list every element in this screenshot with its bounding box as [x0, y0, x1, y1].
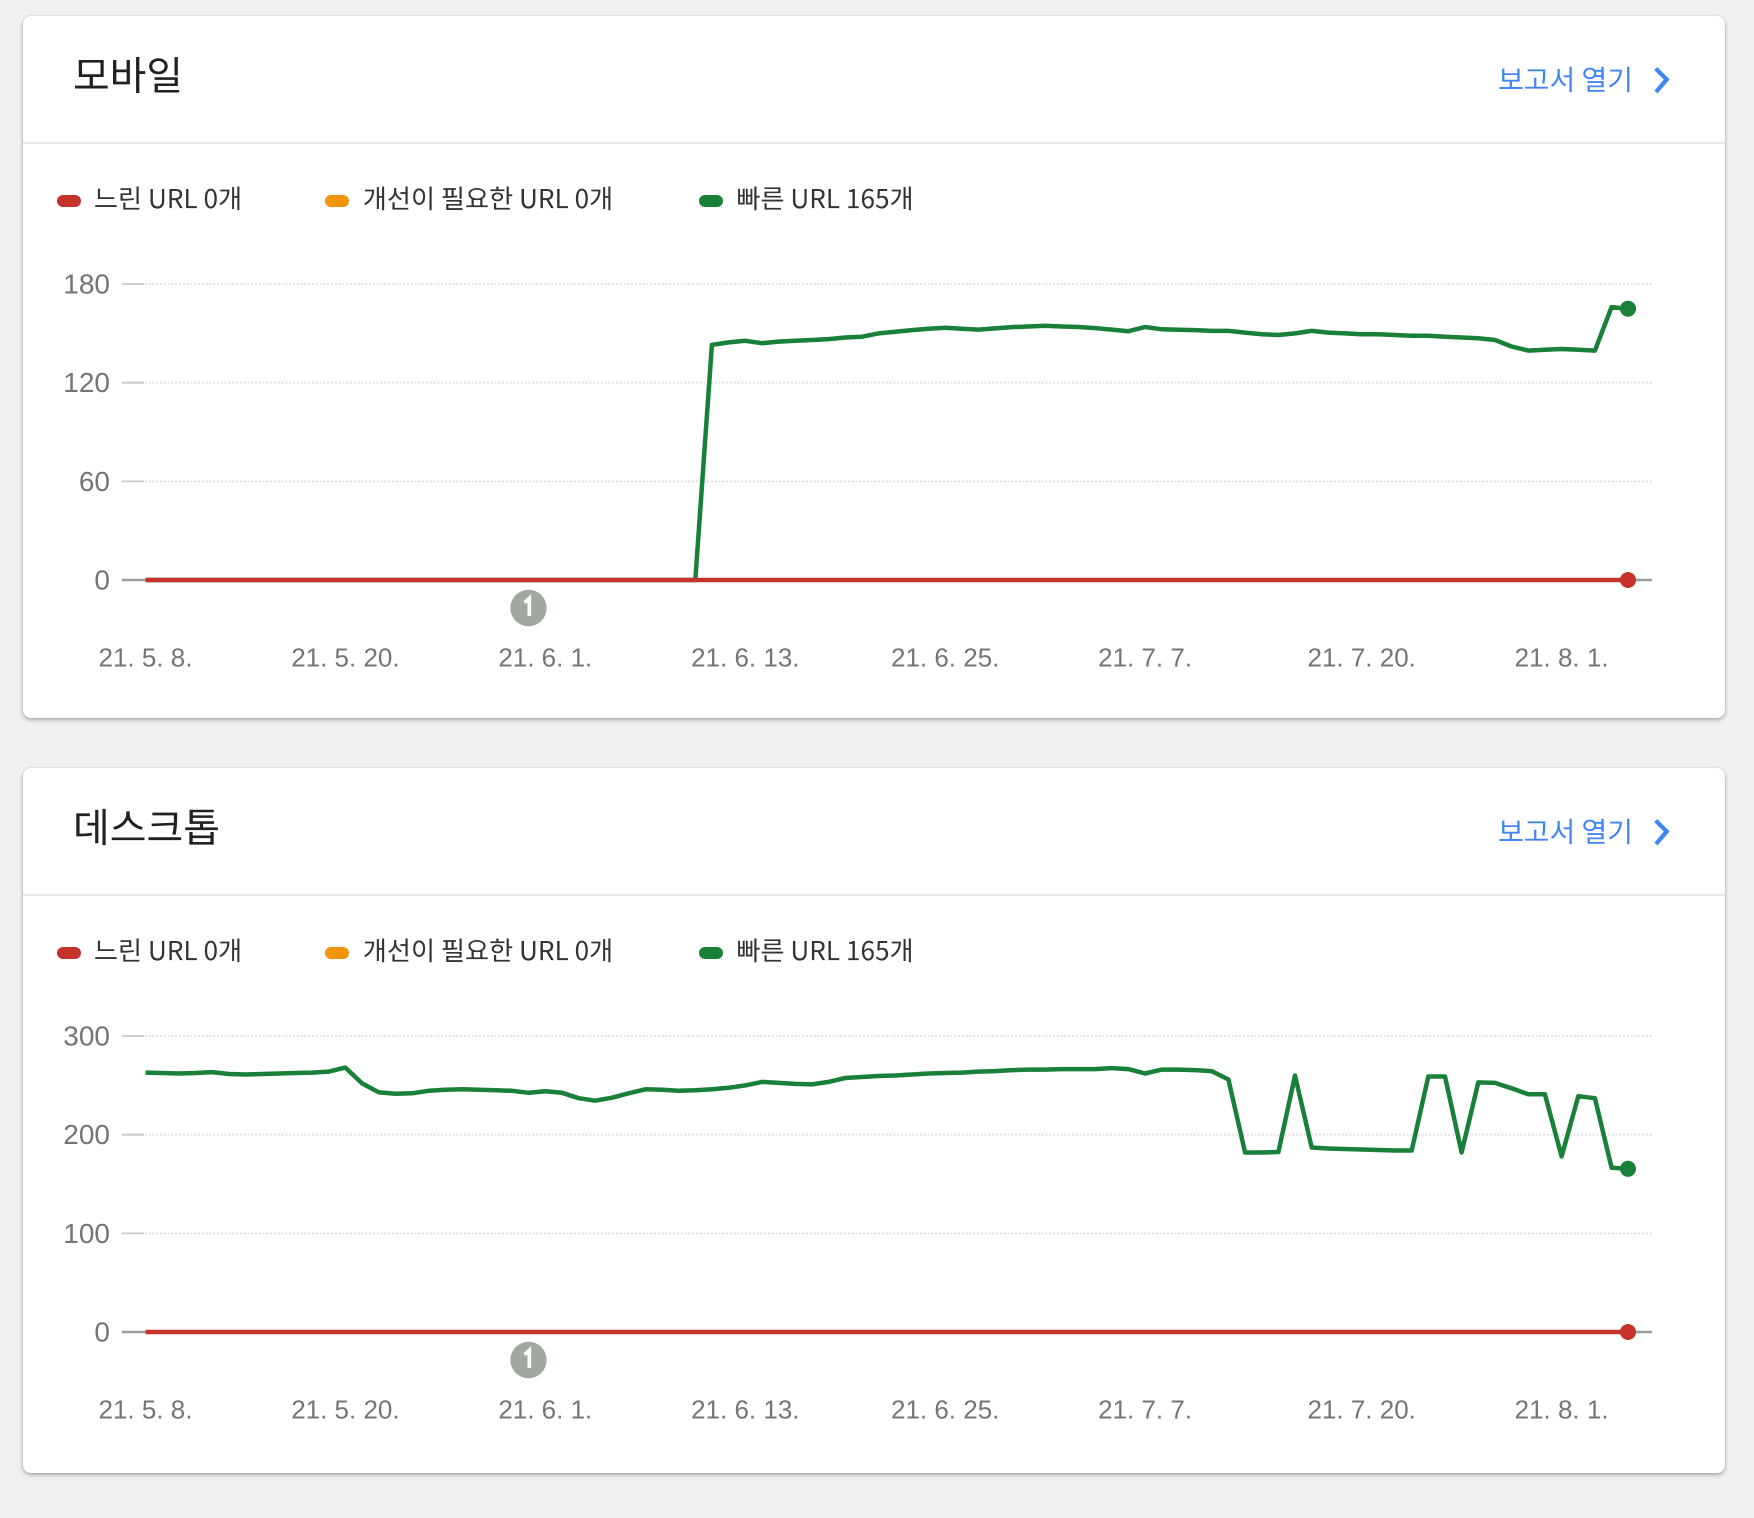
svg-text:21. 8. 1.: 21. 8. 1.: [1515, 1395, 1609, 1425]
svg-text:21. 7. 20.: 21. 7. 20.: [1307, 643, 1415, 673]
svg-text:120: 120: [63, 367, 110, 398]
svg-text:21. 6. 13.: 21. 6. 13.: [691, 1395, 799, 1425]
svg-text:21. 6. 1.: 21. 6. 1.: [498, 1395, 592, 1425]
svg-text:0: 0: [94, 565, 110, 596]
svg-text:100: 100: [63, 1218, 110, 1249]
svg-text:180: 180: [63, 269, 110, 300]
svg-text:200: 200: [63, 1119, 110, 1150]
svg-text:21. 6. 25.: 21. 6. 25.: [891, 1395, 999, 1425]
svg-text:21. 5. 8.: 21. 5. 8.: [99, 1395, 193, 1425]
svg-text:21. 5. 20.: 21. 5. 20.: [291, 1395, 399, 1425]
svg-text:60: 60: [79, 466, 110, 497]
svg-text:21. 5. 20.: 21. 5. 20.: [291, 643, 399, 673]
svg-text:21. 7. 7.: 21. 7. 7.: [1098, 1395, 1192, 1425]
svg-text:21. 7. 7.: 21. 7. 7.: [1098, 643, 1192, 673]
svg-text:21. 6. 25.: 21. 6. 25.: [891, 643, 999, 673]
svg-text:21. 6. 1.: 21. 6. 1.: [498, 643, 592, 673]
svg-text:300: 300: [63, 1021, 110, 1052]
svg-text:21. 8. 1.: 21. 8. 1.: [1515, 643, 1609, 673]
svg-text:21. 7. 20.: 21. 7. 20.: [1307, 1395, 1415, 1425]
svg-text:21. 5. 8.: 21. 5. 8.: [99, 643, 193, 673]
svg-text:21. 6. 13.: 21. 6. 13.: [691, 643, 799, 673]
svg-text:0: 0: [94, 1317, 110, 1348]
